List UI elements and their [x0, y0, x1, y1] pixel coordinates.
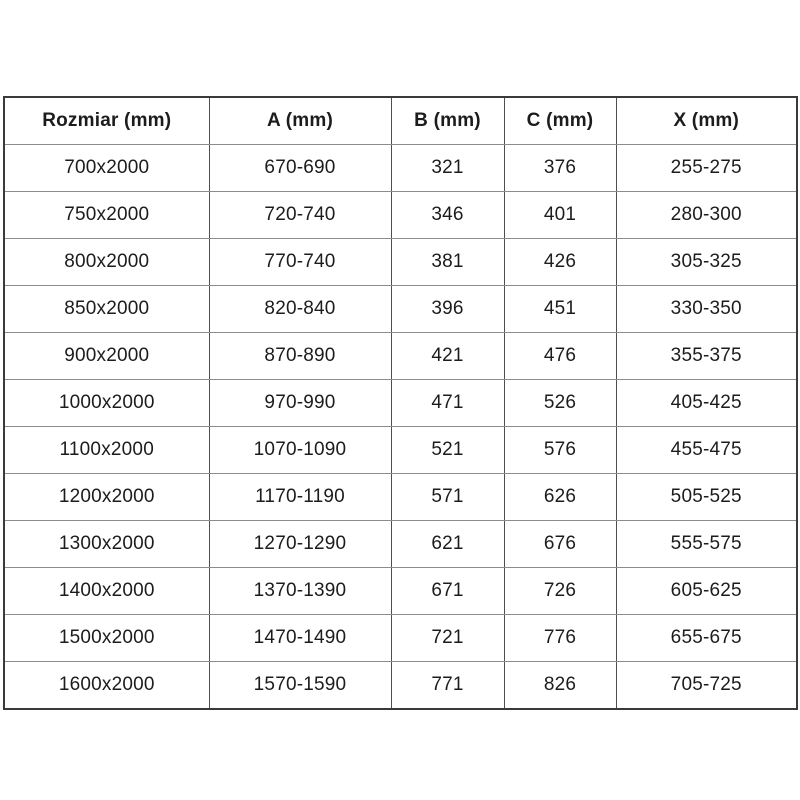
- table-cell: 521: [390, 426, 505, 474]
- table-cell: 970-990: [208, 379, 392, 427]
- table-cell: 505-525: [615, 473, 798, 521]
- table-cell: 776: [503, 614, 617, 662]
- table-cell: 421: [390, 332, 505, 380]
- table-cell: 1200x2000: [3, 473, 210, 521]
- table-cell: 1600x2000: [3, 661, 210, 710]
- table-cell: 255-275: [615, 144, 798, 192]
- table-row: 900x2000 870-890 421 476 355-375: [3, 332, 798, 380]
- table-cell: 451: [503, 285, 617, 333]
- column-header-2: B (mm): [390, 96, 505, 145]
- table-cell: 330-350: [615, 285, 798, 333]
- table-cell: 720-740: [208, 191, 392, 239]
- table-cell: 1000x2000: [3, 379, 210, 427]
- table-cell: 820-840: [208, 285, 392, 333]
- table-cell: 1070-1090: [208, 426, 392, 474]
- table-cell: 1170-1190: [208, 473, 392, 521]
- table-row: 1600x2000 1570-1590 771 826 705-725: [3, 661, 798, 710]
- table-cell: 526: [503, 379, 617, 427]
- table-cell: 576: [503, 426, 617, 474]
- table-row: 700x2000 670-690 321 376 255-275: [3, 144, 798, 192]
- table-cell: 471: [390, 379, 505, 427]
- table-cell: 1500x2000: [3, 614, 210, 662]
- table-cell: 721: [390, 614, 505, 662]
- table-cell: 476: [503, 332, 617, 380]
- table-row: 1000x2000 970-990 471 526 405-425: [3, 379, 798, 427]
- table-cell: 621: [390, 520, 505, 568]
- table-row: 1300x2000 1270-1290 621 676 555-575: [3, 520, 798, 568]
- table-cell: 826: [503, 661, 617, 710]
- table-header: Rozmiar (mm) A (mm) B (mm) C (mm) X (mm): [3, 96, 798, 145]
- table-cell: 1570-1590: [208, 661, 392, 710]
- table-cell: 800x2000: [3, 238, 210, 286]
- column-header-1: A (mm): [208, 96, 392, 145]
- table-row: 1400x2000 1370-1390 671 726 605-625: [3, 567, 798, 615]
- table-cell: 305-325: [615, 238, 798, 286]
- table-cell: 321: [390, 144, 505, 192]
- table-cell: 900x2000: [3, 332, 210, 380]
- table-cell: 426: [503, 238, 617, 286]
- table-cell: 1300x2000: [3, 520, 210, 568]
- table-cell: 671: [390, 567, 505, 615]
- table-row: 1200x2000 1170-1190 571 626 505-525: [3, 473, 798, 521]
- column-header-0: Rozmiar (mm): [3, 96, 210, 145]
- table-cell: 705-725: [615, 661, 798, 710]
- table-cell: 396: [390, 285, 505, 333]
- table-row: 1100x2000 1070-1090 521 576 455-475: [3, 426, 798, 474]
- table-cell: 700x2000: [3, 144, 210, 192]
- table-cell: 1400x2000: [3, 567, 210, 615]
- table-row: 750x2000 720-740 346 401 280-300: [3, 191, 798, 239]
- table-cell: 870-890: [208, 332, 392, 380]
- table-cell: 850x2000: [3, 285, 210, 333]
- table-cell: 771: [390, 661, 505, 710]
- table-cell: 1270-1290: [208, 520, 392, 568]
- table-cell: 626: [503, 473, 617, 521]
- table-cell: 770-740: [208, 238, 392, 286]
- table-cell: 655-675: [615, 614, 798, 662]
- table-cell: 376: [503, 144, 617, 192]
- column-header-3: C (mm): [503, 96, 617, 145]
- table-cell: 1470-1490: [208, 614, 392, 662]
- table-cell: 355-375: [615, 332, 798, 380]
- column-header-4: X (mm): [615, 96, 798, 145]
- table-cell: 605-625: [615, 567, 798, 615]
- table-cell: 1370-1390: [208, 567, 392, 615]
- table-cell: 750x2000: [3, 191, 210, 239]
- table-cell: 555-575: [615, 520, 798, 568]
- size-dimensions-table: Rozmiar (mm) A (mm) B (mm) C (mm) X (mm) 700…: [3, 96, 798, 710]
- table-cell: 405-425: [615, 379, 798, 427]
- table-cell: 670-690: [208, 144, 392, 192]
- table-cell: 455-475: [615, 426, 798, 474]
- table-cell: 280-300: [615, 191, 798, 239]
- table-cell: 346: [390, 191, 505, 239]
- table-row: 800x2000 770-740 381 426 305-325: [3, 238, 798, 286]
- table-cell: 1100x2000: [3, 426, 210, 474]
- table-cell: 676: [503, 520, 617, 568]
- table-cell: 726: [503, 567, 617, 615]
- table-body: 700x2000 670-690 321 376 255-275 750x2000 720-…: [3, 144, 798, 710]
- table-cell: 381: [390, 238, 505, 286]
- table-cell: 401: [503, 191, 617, 239]
- table-cell: 571: [390, 473, 505, 521]
- header-row: Rozmiar (mm) A (mm) B (mm) C (mm) X (mm): [3, 96, 798, 145]
- table-row: 850x2000 820-840 396 451 330-350: [3, 285, 798, 333]
- table-row: 1500x2000 1470-1490 721 776 655-675: [3, 614, 798, 662]
